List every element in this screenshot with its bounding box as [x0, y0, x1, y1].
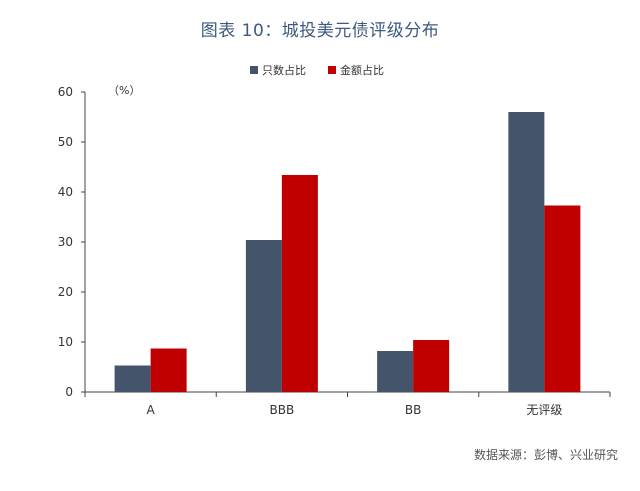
y-axis: 0 10 20 30 40 50 60	[58, 85, 86, 399]
y-tick-label: 60	[58, 85, 73, 99]
source-note: 数据来源：彭博、兴业研究	[473, 448, 618, 462]
legend-swatch	[328, 66, 336, 74]
x-axis: A BBB BB 无评级	[84, 391, 611, 417]
bar-count-share	[245, 240, 282, 392]
bar-count-share	[508, 112, 545, 392]
y-tick-label: 50	[58, 135, 73, 149]
x-tick-label: A	[147, 403, 156, 417]
x-tick-label: 无评级	[526, 403, 562, 417]
y-tick-label: 10	[58, 335, 73, 349]
chart-title: 图表 10：城投美元债评级分布	[200, 21, 440, 41]
legend-label: 金额占比	[340, 63, 384, 77]
bar-count-share	[114, 365, 151, 392]
bar-amount-share	[544, 205, 581, 392]
bar-amount-share	[413, 340, 450, 392]
y-tick-label: 40	[58, 185, 73, 199]
bar-count-share	[377, 351, 414, 392]
y-unit-label: （%）	[108, 84, 140, 97]
bars	[114, 112, 581, 392]
x-tick-label: BBB	[270, 403, 295, 417]
x-tick-label: BB	[405, 403, 421, 417]
y-tick-label: 0	[65, 385, 73, 399]
legend-swatch	[250, 66, 258, 74]
legend-label: 只数占比	[262, 63, 306, 77]
bar-amount-share	[150, 348, 187, 392]
bar-amount-share	[281, 175, 318, 392]
y-tick-label: 20	[58, 285, 73, 299]
legend: 只数占比 金额占比	[250, 63, 384, 77]
y-tick-label: 30	[58, 235, 73, 249]
